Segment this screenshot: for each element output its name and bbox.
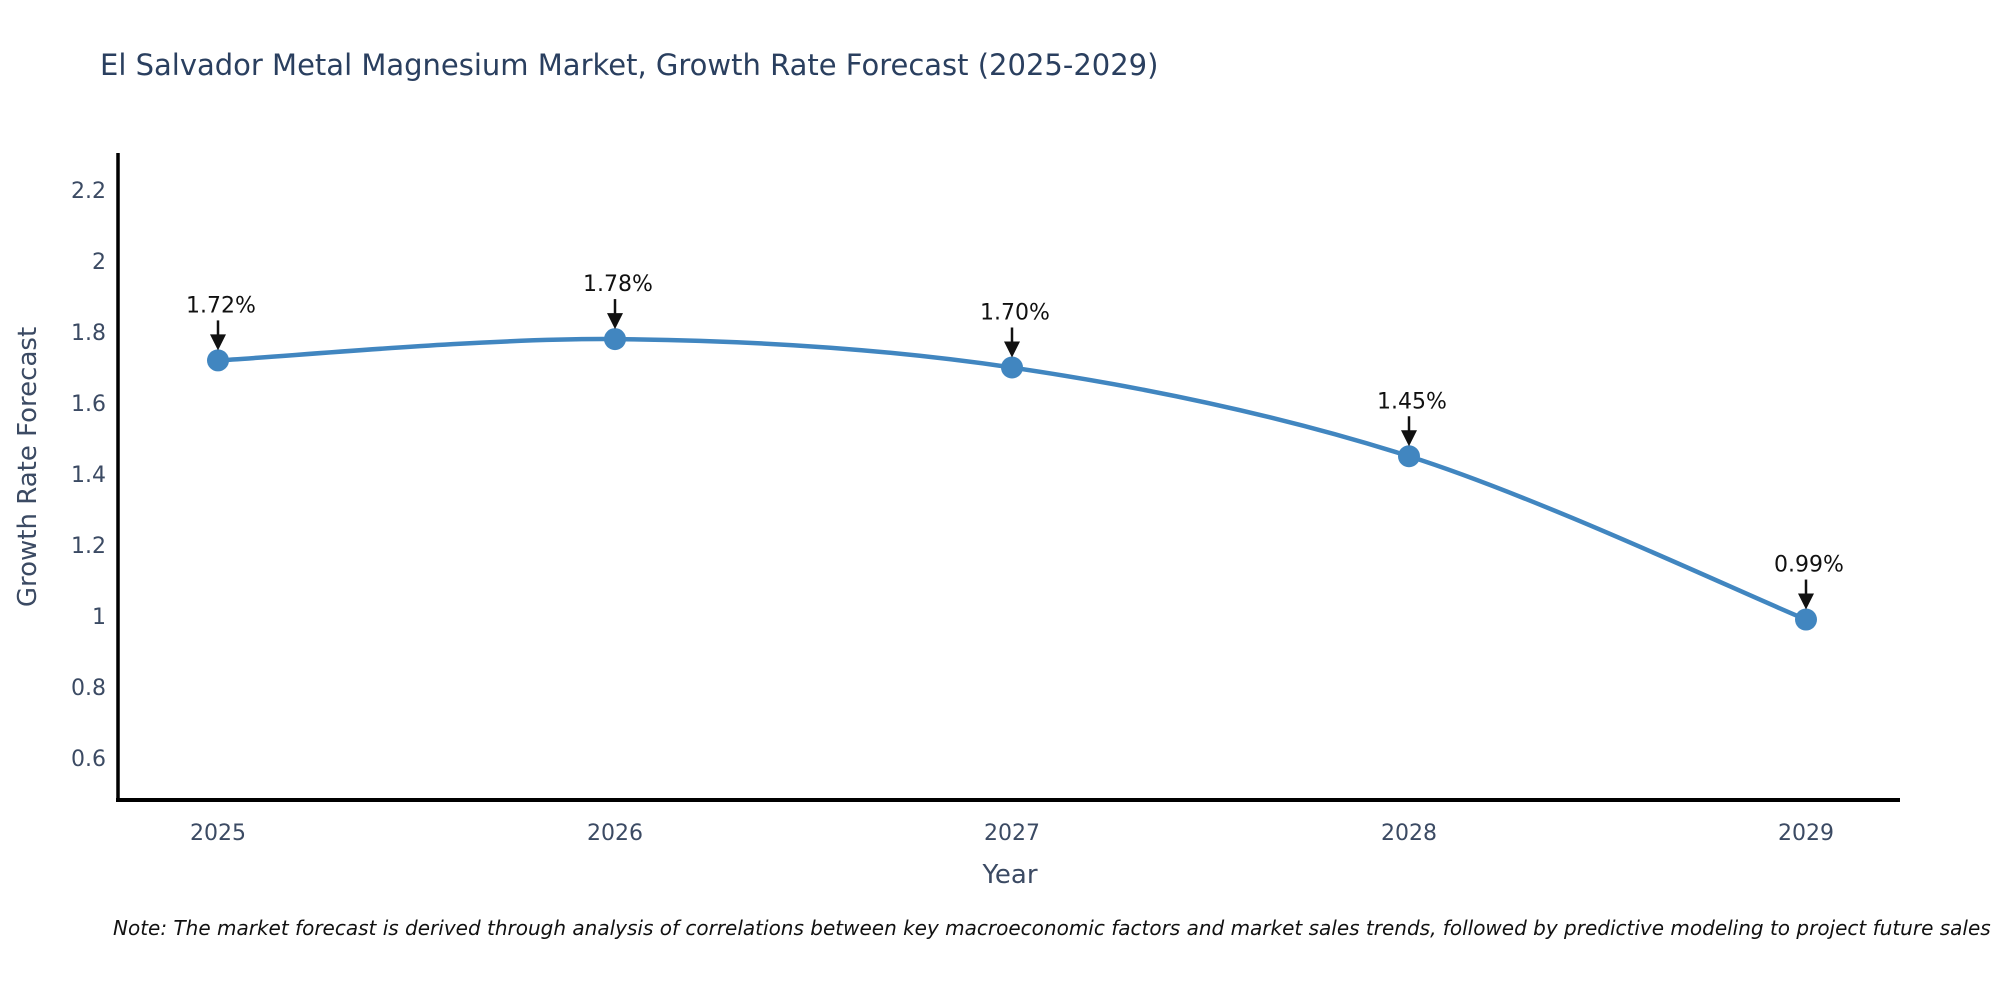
y-tick-label: 2 xyxy=(92,250,106,275)
data-point-2029[interactable] xyxy=(1795,608,1817,631)
point-annotation-label: 0.99% xyxy=(1774,553,1844,578)
point-annotation-label: 1.70% xyxy=(980,301,1050,326)
data-point-2028[interactable] xyxy=(1398,445,1420,468)
chart-title: El Salvador Metal Magnesium Market, Grow… xyxy=(100,48,1159,82)
x-tick-label: 2026 xyxy=(587,821,643,846)
x-tick-label: 2029 xyxy=(1778,821,1834,846)
y-tick-label: 1 xyxy=(92,605,106,630)
annotation-arrow-head-icon xyxy=(607,313,623,330)
data-point-2025[interactable] xyxy=(207,349,229,372)
annotation-arrow-head-icon xyxy=(1401,430,1417,447)
data-point-2027[interactable] xyxy=(1001,356,1023,379)
y-tick-label: 1.8 xyxy=(71,321,106,346)
annotation-arrow-head-icon xyxy=(210,334,226,351)
y-tick-label: 0.6 xyxy=(71,747,106,772)
series-line xyxy=(215,336,1809,622)
y-tick-label: 0.8 xyxy=(71,676,106,701)
point-annotation-label: 1.78% xyxy=(583,272,653,297)
y-tick-label: 2.2 xyxy=(71,179,106,204)
annotation-arrow-head-icon xyxy=(1004,341,1020,358)
point-annotation-label: 1.45% xyxy=(1377,389,1447,414)
footnote: Note: The market forecast is derived thr… xyxy=(113,916,1991,940)
point-annotation-label: 1.72% xyxy=(186,293,256,318)
y-tick-label: 1.2 xyxy=(71,534,106,559)
x-tick-label: 2025 xyxy=(190,821,246,846)
annotation-arrow-head-icon xyxy=(1798,593,1814,610)
x-tick-label: 2028 xyxy=(1381,821,1437,846)
x-axis-title: Year xyxy=(982,860,1038,890)
data-point-2026[interactable] xyxy=(604,328,626,351)
y-tick-label: 1.6 xyxy=(71,392,106,417)
y-tick-label: 1.4 xyxy=(71,463,106,488)
x-tick-label: 2027 xyxy=(984,821,1040,846)
